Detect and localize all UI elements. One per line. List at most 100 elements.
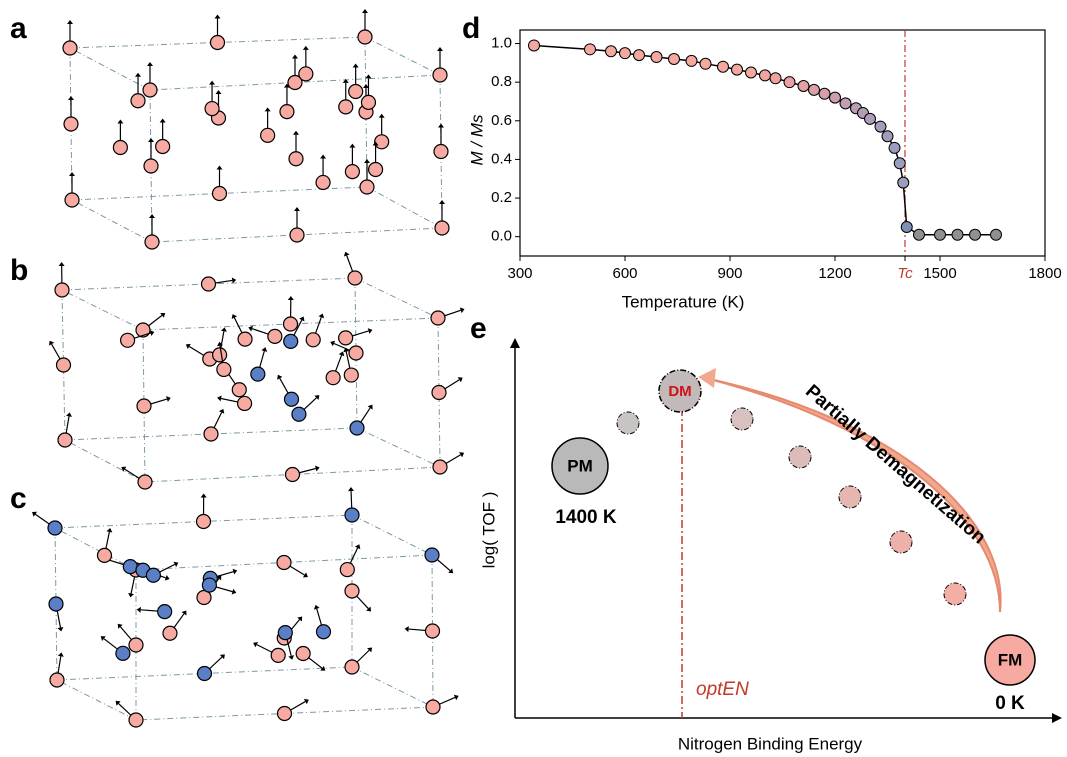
spin-head xyxy=(136,606,141,613)
data-point xyxy=(990,228,1002,241)
x-tick-label: 1500 xyxy=(923,265,956,282)
data-point xyxy=(818,87,831,100)
arrow-label: Partially Demagnetization xyxy=(801,381,989,549)
atom xyxy=(276,705,293,722)
dm-circle xyxy=(658,369,702,413)
atom xyxy=(432,67,448,83)
atom xyxy=(295,645,311,662)
atom xyxy=(162,625,178,641)
y-tick-label: 0.2 xyxy=(491,189,512,206)
atom xyxy=(348,83,364,100)
arrow-head xyxy=(698,368,716,388)
panel-label: e xyxy=(470,312,487,345)
spin-head xyxy=(57,627,64,632)
spin-head xyxy=(314,395,320,401)
pm-circle xyxy=(551,437,609,495)
panel-label: b xyxy=(10,254,28,287)
spin-head xyxy=(232,568,238,575)
spin-head xyxy=(231,314,238,319)
lattice-edge xyxy=(364,36,441,76)
data-point xyxy=(900,221,913,234)
spin-head xyxy=(218,408,225,414)
state-circle xyxy=(730,407,754,431)
atom xyxy=(291,406,307,422)
atom xyxy=(136,398,152,414)
spin-head xyxy=(378,113,385,118)
fm-label: FM xyxy=(998,650,1023,669)
atom xyxy=(112,139,128,156)
spin-head xyxy=(231,588,237,595)
lattice-edge xyxy=(54,527,58,681)
atom xyxy=(357,29,373,45)
spin-head xyxy=(32,511,38,517)
data-point xyxy=(633,49,645,62)
y-tick-label: 0.6 xyxy=(491,112,512,129)
data-point xyxy=(668,52,680,65)
plot-d: 300 600 900 1200 Tc 1500 1800 0.0 0.2 0.4 0.6 0.8 1.… xyxy=(491,29,1062,282)
atom xyxy=(424,547,440,563)
spin-head xyxy=(343,347,350,353)
lattice-edge xyxy=(142,329,146,483)
spin-head xyxy=(362,9,368,13)
x-tick-label: Tc xyxy=(897,265,913,282)
atom xyxy=(338,99,354,115)
atom xyxy=(142,82,158,98)
atom xyxy=(203,426,219,442)
spin-head xyxy=(217,395,222,402)
spin-head xyxy=(457,377,463,383)
lattice-edge xyxy=(56,679,137,721)
x-axis-label: Nitrogen Binding Energy xyxy=(678,734,863,753)
spin-head xyxy=(214,14,221,19)
spin-head xyxy=(149,214,155,218)
spin-head xyxy=(320,154,327,159)
atom xyxy=(135,322,151,338)
atom xyxy=(145,567,161,583)
spin-head xyxy=(352,63,359,68)
spin-head xyxy=(288,655,295,660)
spin-head xyxy=(372,141,379,146)
spin-head xyxy=(200,493,207,498)
atom xyxy=(49,672,65,688)
atom xyxy=(433,143,449,160)
opt-label: optEN xyxy=(696,679,749,700)
spin-head xyxy=(248,325,254,332)
spin-head xyxy=(366,606,372,612)
spin-head xyxy=(338,351,345,357)
spin-head xyxy=(135,72,142,77)
spin-head xyxy=(448,568,454,574)
lattice-edge xyxy=(71,199,153,243)
spin-head xyxy=(149,330,155,336)
atom xyxy=(305,332,321,348)
spin-head xyxy=(181,610,187,616)
spin-head xyxy=(264,107,271,112)
y-tick-label: 1.0 xyxy=(491,34,512,51)
y-tick-label: 0.0 xyxy=(491,228,512,245)
atom xyxy=(289,227,305,243)
spin-head xyxy=(364,159,370,163)
data-point xyxy=(605,45,617,58)
data-point xyxy=(864,112,876,125)
spin-head xyxy=(231,277,237,284)
spin-head xyxy=(439,200,445,204)
panel-label: a xyxy=(10,12,27,45)
atom xyxy=(155,138,171,155)
spin-head xyxy=(342,78,349,83)
spin-head xyxy=(314,465,320,472)
atom xyxy=(137,474,153,490)
atom xyxy=(196,665,213,682)
lattice-box xyxy=(48,251,465,490)
data-point xyxy=(969,228,981,241)
spin-head xyxy=(437,47,443,51)
fm-circle xyxy=(984,634,1036,686)
atom xyxy=(211,185,228,202)
spin-head xyxy=(367,647,373,653)
state-circle xyxy=(943,582,967,606)
spin-head xyxy=(459,307,465,314)
atom xyxy=(348,345,364,361)
lattice-box xyxy=(62,9,450,250)
atom xyxy=(122,559,138,575)
lattice-edge xyxy=(64,439,146,483)
atom xyxy=(201,577,217,593)
atom xyxy=(144,234,160,250)
spin-head xyxy=(365,74,372,79)
